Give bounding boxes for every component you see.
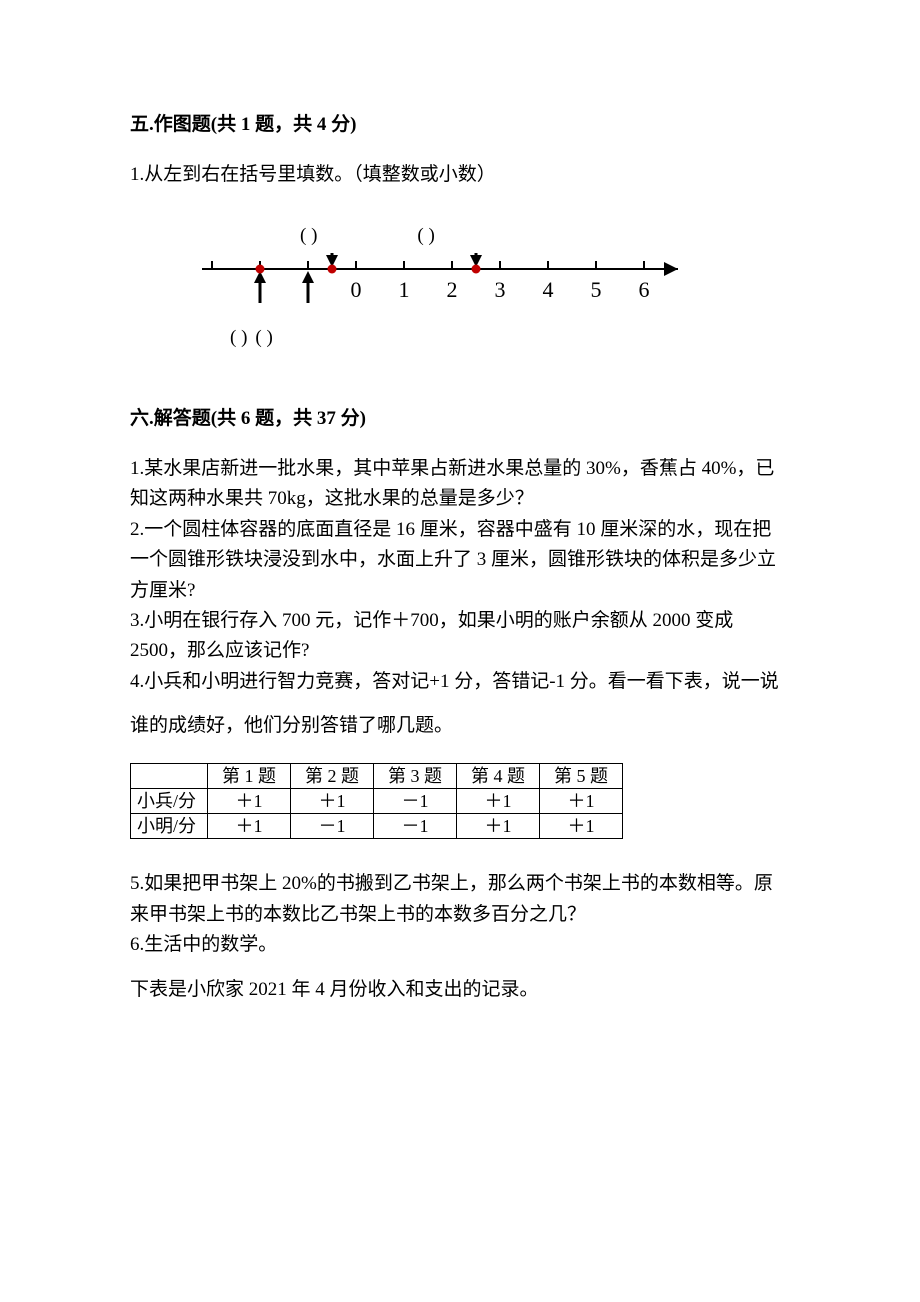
table-cell: ＋1 xyxy=(540,789,623,814)
table-cell: －1 xyxy=(291,814,374,839)
table-cell: ＋1 xyxy=(208,789,291,814)
table-cell: ＋1 xyxy=(208,814,291,839)
table-cell: ＋1 xyxy=(457,814,540,839)
table-col-header: 第 1 题 xyxy=(208,764,291,789)
section-6-q6-line1: 6.生活中的数学。 xyxy=(130,930,790,960)
table-cell: －1 xyxy=(374,814,457,839)
section-6-q4-line1: 4.小兵和小明进行智力竞赛，答对记+1 分，答错记-1 分。看一看下表，说一说 xyxy=(130,667,790,697)
paren-top-1: ( ) xyxy=(300,221,317,251)
table-blank-header xyxy=(131,764,208,789)
svg-text:5: 5 xyxy=(591,277,602,302)
section-6-q1: 1.某水果店新进一批水果，其中苹果占新进水果总量的 30%，香蕉占 40%，已知… xyxy=(130,454,790,515)
paren-bot-1: ( ) xyxy=(230,323,247,353)
svg-text:0: 0 xyxy=(351,277,362,302)
table-col-header: 第 3 题 xyxy=(374,764,457,789)
table-col-header: 第 5 题 xyxy=(540,764,623,789)
svg-text:3: 3 xyxy=(495,277,506,302)
paren-top-2: ( ) xyxy=(417,221,434,251)
svg-text:2: 2 xyxy=(447,277,458,302)
section-6-questions: 1.某水果店新进一批水果，其中苹果占新进水果总量的 30%，香蕉占 40%，已知… xyxy=(130,454,790,1005)
table-row: 小兵/分＋1＋1－1＋1＋1 xyxy=(131,789,623,814)
section-6-q2: 2.一个圆柱体容器的底面直径是 16 厘米，容器中盛有 10 厘米深的水，现在把… xyxy=(130,515,790,606)
table-cell: ＋1 xyxy=(540,814,623,839)
score-table: 第 1 题第 2 题第 3 题第 4 题第 5 题小兵/分＋1＋1－1＋1＋1小… xyxy=(130,763,623,839)
svg-text:4: 4 xyxy=(543,277,554,302)
number-line-bottom-parens: ( ) ( ) xyxy=(180,323,740,353)
paren-bot-2: ( ) xyxy=(255,323,272,353)
number-line-svg: 0 1 2 3 4 5 6 xyxy=(180,253,740,323)
svg-text:1: 1 xyxy=(399,277,410,302)
table-row-header: 小明/分 xyxy=(131,814,208,839)
table-cell: －1 xyxy=(374,789,457,814)
table-cell: ＋1 xyxy=(457,789,540,814)
section-6-q4-line2: 谁的成绩好，他们分别答错了哪几题。 xyxy=(130,711,790,741)
number-line-figure: ( ) ( ) 0 1 2 3 4 5 6 ( ) ( ) xyxy=(180,221,740,354)
section-5-title: 五.作图题(共 1 题，共 4 分) xyxy=(130,110,790,140)
table-cell: ＋1 xyxy=(291,789,374,814)
table-col-header: 第 2 题 xyxy=(291,764,374,789)
number-line-top-parens: ( ) ( ) xyxy=(180,221,740,251)
table-row: 小明/分＋1－1－1＋1＋1 xyxy=(131,814,623,839)
page: 五.作图题(共 1 题，共 4 分) 1.从左到右在括号里填数。（填整数或小数）… xyxy=(0,0,920,1302)
table-row-header: 小兵/分 xyxy=(131,789,208,814)
section-5-q1: 1.从左到右在括号里填数。（填整数或小数） xyxy=(130,160,790,190)
section-6-q3: 3.小明在银行存入 700 元，记作＋700，如果小明的账户余额从 2000 变… xyxy=(130,606,790,667)
section-6-q6-line2: 下表是小欣家 2021 年 4 月份收入和支出的记录。 xyxy=(130,975,790,1005)
svg-text:6: 6 xyxy=(639,277,650,302)
section-6-q5: 5.如果把甲书架上 20%的书搬到乙书架上，那么两个书架上书的本数相等。原来甲书… xyxy=(130,869,790,930)
section-6-title: 六.解答题(共 6 题，共 37 分) xyxy=(130,404,790,434)
table-col-header: 第 4 题 xyxy=(457,764,540,789)
